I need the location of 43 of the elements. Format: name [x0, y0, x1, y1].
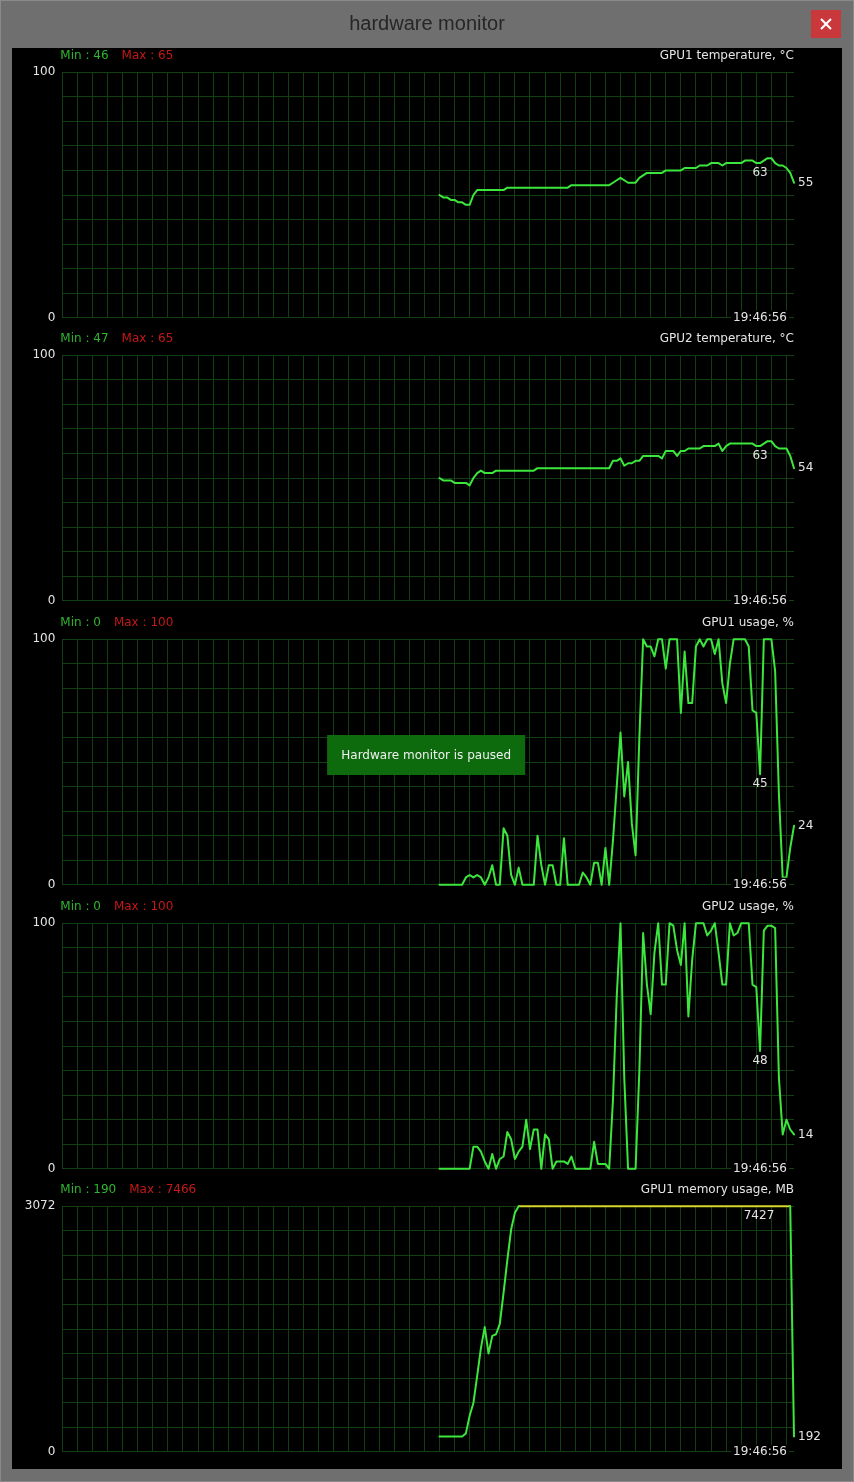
y-tick-label: 100: [32, 631, 56, 646]
text: Max : 100: [113, 614, 174, 629]
chart-title: GPU1 temperature, °C: [659, 47, 794, 62]
text: Max : 100: [113, 898, 174, 913]
annotation: 19:46:56: [733, 1444, 787, 1459]
message-box: Hardware monitor is paused: [327, 734, 525, 775]
y-tick-label: 0: [47, 876, 56, 891]
text: Min : 47: [60, 331, 109, 346]
annotation: 19:46:56: [733, 876, 787, 891]
data-label: 63: [752, 164, 768, 179]
text: Min : 0: [60, 898, 101, 913]
y-tick-label: 0: [47, 593, 56, 608]
y-tick-label: 100: [32, 347, 56, 362]
chart-title: GPU1 memory usage, MB: [640, 1182, 794, 1197]
y-tick-label: 3072: [24, 1198, 56, 1213]
text: Min : 46: [60, 47, 109, 62]
chart-title: GPU1 usage, %: [701, 614, 794, 629]
data-label: 14: [798, 1126, 814, 1141]
text: Min : 190: [60, 1182, 117, 1197]
y-tick-label: 100: [32, 63, 56, 78]
data-label: 55: [798, 174, 814, 189]
annotation: Hardware monitor is paused: [341, 746, 512, 763]
annotation: 19:46:56: [733, 309, 787, 324]
y-tick-label: 0: [47, 1160, 56, 1175]
text: Max : 7466: [129, 1182, 197, 1197]
data-label: 48: [752, 1052, 768, 1067]
data-label: 24: [798, 817, 814, 832]
annotation: 19:46:56: [733, 593, 787, 608]
text: Max : 65: [121, 331, 174, 346]
text: Max : 65: [121, 47, 174, 62]
annotation: 19:46:56: [733, 1160, 787, 1175]
chart-title: GPU2 temperature, °C: [659, 331, 794, 346]
text: Min : 0: [60, 614, 101, 629]
data-label: 54: [798, 460, 814, 475]
y-tick-label: 0: [47, 309, 56, 324]
data-label: 192: [798, 1428, 821, 1443]
y-tick-label: 0: [47, 1444, 56, 1459]
text: hardware monitor: [348, 11, 506, 36]
chart-title: GPU2 usage, %: [701, 898, 794, 913]
data-label: 63: [752, 448, 768, 463]
data-label: 45: [752, 776, 768, 791]
annotation: 7427: [743, 1208, 775, 1223]
y-tick-label: 100: [32, 914, 56, 929]
